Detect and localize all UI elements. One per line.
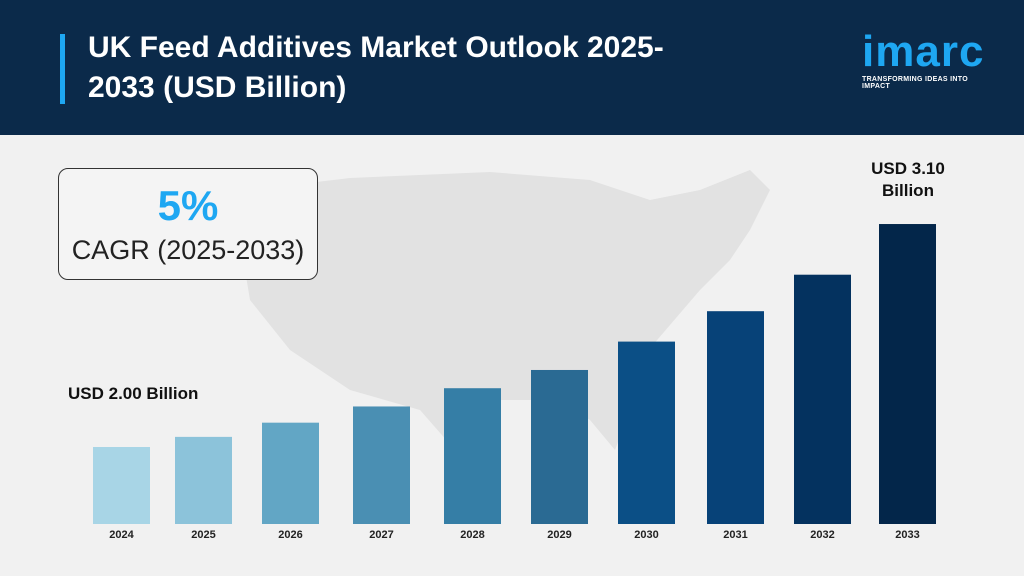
bar-2030	[618, 341, 675, 524]
bar-2025	[175, 436, 232, 524]
logo-tagline: TRANSFORMING IDEAS INTO IMPACT	[862, 76, 968, 90]
end-value-line1: USD 3.10	[871, 159, 945, 178]
x-tick-label: 2032	[810, 529, 834, 541]
bar-2033	[879, 224, 936, 524]
bar-2026	[262, 422, 319, 524]
logo-wordmark: imarc	[862, 27, 985, 76]
cagr-box: 5% CAGR (2025-2033)	[58, 168, 318, 280]
map-background-icon	[240, 170, 770, 450]
end-value-label: USD 3.10 Billion	[858, 158, 958, 202]
end-value-line2: Billion	[882, 181, 934, 200]
x-tick-label: 2031	[723, 529, 747, 541]
x-tick-label: 2027	[369, 529, 393, 541]
cagr-value: 5%	[157, 182, 219, 229]
bar-2027	[353, 406, 410, 524]
x-tick-label: 2030	[634, 529, 658, 541]
x-tick-label: 2029	[547, 529, 571, 541]
x-tick-label: 2033	[895, 529, 919, 541]
bar-2028	[444, 388, 501, 524]
bar-2024	[93, 447, 150, 524]
header-banner: UK Feed Additives Market Outlook 2025-20…	[0, 0, 1024, 135]
x-tick-label: 2024	[109, 529, 134, 541]
x-tick-label: 2025	[191, 529, 215, 541]
bar-2029	[531, 369, 588, 524]
bar-2031	[707, 311, 764, 524]
x-tick-label: 2028	[460, 529, 484, 541]
title-accent-bar	[60, 34, 65, 104]
x-tick-label: 2026	[278, 529, 302, 541]
start-value-label: USD 2.00 Billion	[68, 384, 199, 403]
cagr-label: CAGR (2025-2033)	[71, 235, 305, 265]
imarc-logo: imarc TRANSFORMING IDEAS INTO IMPACT	[862, 27, 994, 91]
page-title: UK Feed Additives Market Outlook 2025-20…	[88, 31, 664, 104]
bar-2032	[794, 274, 851, 524]
